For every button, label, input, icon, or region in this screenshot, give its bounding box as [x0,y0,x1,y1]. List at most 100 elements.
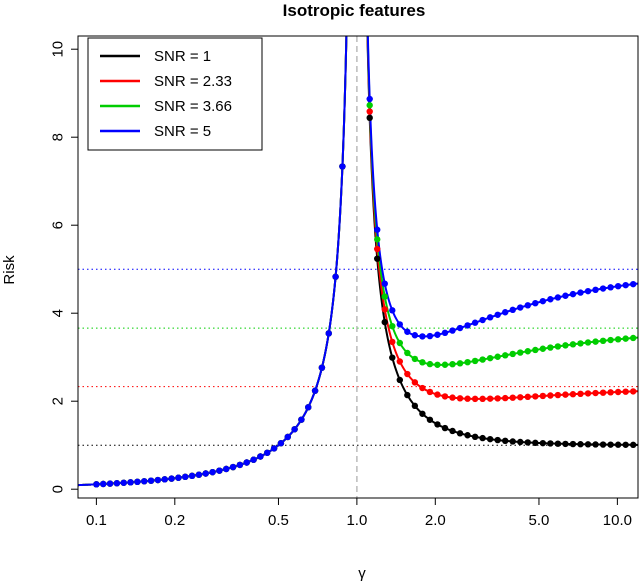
legend-label: SNR = 5 [154,123,211,140]
x-tick-label: 0.5 [268,512,289,529]
legend: SNR = 1 SNR = 2.33 SNR = 3.66 SNR = 5 [87,37,263,151]
data-point [396,358,404,365]
data-point [517,304,524,311]
data-point [479,356,486,363]
data-point [106,480,114,487]
data-point [404,328,411,335]
data-point [250,456,257,463]
data-point [216,467,223,474]
data-point [607,336,614,344]
data-point [471,433,479,440]
data-point [381,306,388,313]
data-point [426,360,434,368]
data-point [374,245,381,253]
x-tick-label: 0.1 [86,512,107,529]
data-point [284,433,291,441]
data-point [270,445,278,452]
y-tick-label: 6 [50,221,67,229]
data-point [517,349,524,356]
x-axis: 0.1 0.2 0.5 1.0 2.0 5.0 10.0 [86,497,632,529]
data-point [517,394,524,401]
data-point [622,388,629,395]
data-point [223,465,230,473]
data-point [584,287,592,295]
data-point [494,353,501,360]
data-point [434,421,441,428]
data-point [202,470,209,477]
data-point [562,440,569,448]
data-point [554,440,562,447]
data-point [441,329,449,337]
y-tick-label: 4 [50,309,67,317]
data-point [434,391,441,398]
data-point [419,410,426,417]
data-point [569,391,577,398]
data-point [366,114,373,122]
data-point [404,391,411,399]
data-point [577,340,584,347]
data-point [622,281,629,289]
data-point [264,449,271,456]
series-line-over [366,36,638,338]
data-point [229,463,237,471]
data-point [592,441,599,448]
data-point [629,334,637,342]
data-point [547,440,554,447]
data-point [93,481,100,488]
data-point [471,357,479,365]
data-point [569,290,577,298]
data-point [389,338,396,346]
data-point [441,361,449,368]
data-point [524,302,531,309]
data-point [419,333,426,340]
data-point [381,293,388,300]
data-point [554,294,562,301]
chart-title: Isotropic features [283,1,426,20]
data-point [389,322,396,330]
data-point [464,432,471,439]
data-point [366,108,373,115]
data-point [629,441,637,449]
data-point [517,438,524,446]
x-tick-label: 0.2 [164,512,185,529]
data-point [562,391,569,398]
data-point [175,474,182,481]
data-point [486,395,494,402]
legend-label: SNR = 2.33 [154,73,232,90]
data-point [479,434,486,442]
y-axis-title: Risk [1,255,18,285]
data-point [486,354,494,362]
data-point [479,395,486,403]
data-point [305,404,312,411]
data-point [486,435,494,443]
data-point [396,339,404,347]
data-point [456,430,464,437]
x-axis-title: γ [358,565,366,582]
data-point [599,337,607,344]
x-tick-label: 10.0 [603,512,632,529]
data-point [479,316,486,324]
data-point [381,280,388,287]
data-point [381,318,388,326]
data-point [100,480,107,488]
data-point [374,255,381,262]
data-point [494,395,501,402]
data-point [539,297,547,305]
data-point [562,342,569,349]
data-point [332,273,339,280]
data-point [539,439,547,447]
data-point [502,394,509,402]
plot-area [78,36,638,498]
data-point [471,395,479,403]
data-point [592,389,599,397]
data-point [584,441,592,448]
data-point [209,468,216,476]
data-point [614,388,622,396]
data-point [622,335,629,342]
data-point [554,343,562,350]
data-point [502,352,509,359]
data-point [339,163,346,170]
data-point [374,226,381,233]
data-point [532,346,539,354]
